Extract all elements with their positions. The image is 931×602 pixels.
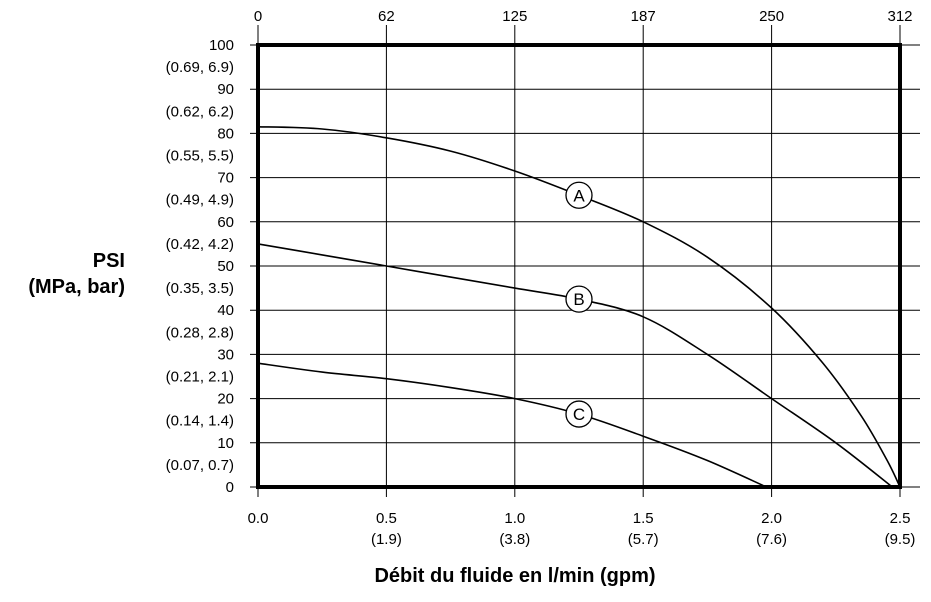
x-top-tick-label: 312: [887, 8, 912, 25]
x-top-tick-label: 250: [759, 8, 784, 25]
y-tick-label: 70: [217, 170, 234, 187]
y-tick-label: 100: [209, 37, 234, 54]
curve-label-a: A: [573, 186, 585, 205]
y-tick-label: (0.07, 0.7): [166, 457, 234, 474]
curve-label-circle-a: [565, 181, 593, 209]
y-tick-label: 50: [217, 258, 234, 275]
curve-a: [257, 126, 901, 488]
curve-label-c: C: [573, 405, 585, 424]
y-tick-label: (0.42, 4.2): [166, 236, 234, 253]
x-top-tick-label: 62: [378, 8, 395, 25]
y-tick-label: 10: [217, 435, 234, 452]
curve-label-circle-b: [565, 285, 593, 313]
y-tick-label: (0.14, 1.4): [166, 413, 234, 430]
y-tick-label: 90: [217, 81, 234, 98]
y-tick-label: 20: [217, 391, 234, 408]
tick-labels: 100(0.69, 6.9)90(0.62, 6.2)80(0.55, 5.5)…: [166, 8, 916, 548]
x-tick-label: 1.5: [633, 510, 654, 527]
y-tick-label: 60: [217, 214, 234, 231]
x-tick-label: 0.5: [376, 510, 397, 527]
x-top-tick-label: 0: [254, 8, 262, 25]
y-tick-label: (0.62, 6.2): [166, 103, 234, 120]
curve-b: [257, 243, 893, 488]
y-tick-label: (0.35, 3.5): [166, 280, 234, 297]
y-tick-label: (0.69, 6.9): [166, 59, 234, 76]
y-axis-title: PSI: [93, 250, 125, 272]
y-tick-label: (0.21, 2.1): [166, 369, 234, 386]
y-tick-label: (0.28, 2.8): [166, 324, 234, 341]
y-tick-label: 80: [217, 125, 234, 142]
y-tick-label: (0.55, 5.5): [166, 148, 234, 165]
x-axis-title: Débit du fluide en l/min (gpm): [374, 565, 655, 587]
y-tick-label: 40: [217, 302, 234, 319]
curve-label-circle-c: [565, 400, 593, 428]
x-tick-label: 2.0: [761, 510, 782, 527]
x-tick-sublabel: (5.7): [628, 531, 659, 548]
curve-labels: A B C: [565, 181, 593, 428]
y-tick-label: 0: [226, 479, 234, 496]
y-axis-title-units: (MPa, bar): [28, 276, 125, 298]
x-top-tick-label: 187: [631, 8, 656, 25]
x-tick-sublabel: (9.5): [885, 531, 916, 548]
x-top-tick-label: 125: [502, 8, 527, 25]
curve-label-b: B: [573, 290, 584, 309]
x-tick-label: 1.0: [504, 510, 525, 527]
x-tick-sublabel: (1.9): [371, 531, 402, 548]
y-tick-label: 30: [217, 346, 234, 363]
x-tick-label: 2.5: [890, 510, 911, 527]
y-tick-label: (0.49, 4.9): [166, 192, 234, 209]
x-tick-sublabel: (3.8): [499, 531, 530, 548]
x-tick-sublabel: (7.6): [756, 531, 787, 548]
plot-frame: [256, 43, 902, 489]
curve-c: [257, 362, 767, 488]
x-tick-label: 0.0: [248, 510, 269, 527]
